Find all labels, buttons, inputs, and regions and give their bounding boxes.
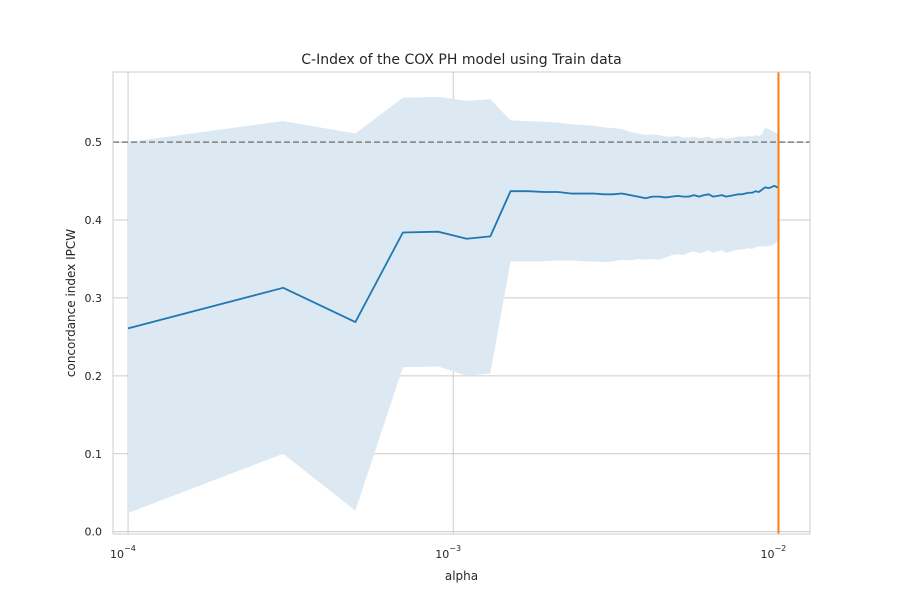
y-axis-label: concordance index IPCW bbox=[64, 229, 78, 377]
y-tick-labels: 0.0 0.1 0.2 0.3 0.4 0.5 bbox=[85, 136, 103, 539]
y-tick-label: 0.2 bbox=[85, 370, 103, 383]
x-tick-exponent: −3 bbox=[449, 544, 461, 553]
chart-title: C-Index of the COX PH model using Train … bbox=[301, 52, 621, 68]
x-tick-label: 10 −4 bbox=[110, 544, 136, 561]
x-tick-labels: 10 −4 10 −3 10 −2 bbox=[110, 544, 786, 561]
data-lines bbox=[113, 72, 810, 534]
series-line bbox=[127, 184, 779, 330]
y-tick-label: 0.5 bbox=[85, 136, 103, 149]
x-axis-label: alpha bbox=[445, 569, 478, 583]
x-tick-base: 10 bbox=[110, 548, 124, 561]
confidence-band bbox=[128, 96, 779, 513]
x-tick-exponent: −4 bbox=[124, 544, 136, 553]
y-tick-label: 0.3 bbox=[85, 292, 103, 305]
plot-frame bbox=[112, 71, 811, 535]
confidence-band-area bbox=[128, 96, 779, 513]
x-tick-base: 10 bbox=[435, 548, 449, 561]
y-tick-label: 0.0 bbox=[85, 526, 103, 539]
y-tick-label: 0.1 bbox=[85, 448, 103, 461]
x-tick-label: 10 −3 bbox=[435, 544, 461, 561]
x-tick-exponent: −2 bbox=[774, 544, 786, 553]
y-tick-label: 0.4 bbox=[85, 214, 103, 227]
x-tick-base: 10 bbox=[760, 548, 774, 561]
x-tick-label: 10 −2 bbox=[760, 544, 786, 561]
